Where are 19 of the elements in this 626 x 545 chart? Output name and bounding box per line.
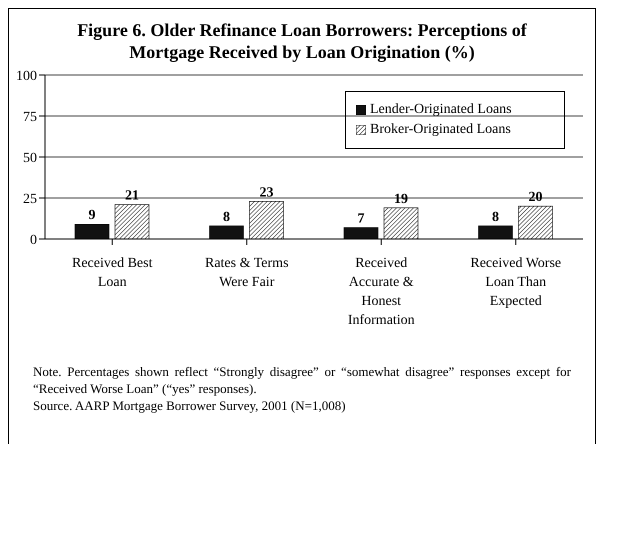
x-tick-label: Rates & Terms Were Fair [204, 256, 289, 290]
data-label: 9 [88, 208, 96, 224]
y-tick-label: 75 [23, 110, 37, 125]
data-label: 23 [260, 185, 274, 200]
legend-label: Lender-Originated Loans [370, 102, 512, 118]
y-tick-label: 25 [23, 192, 37, 207]
x-tick-label: Received Best Loan [72, 256, 153, 290]
chart-title: Figure 6. Older Refinance Loan Borrowers: Perceptions of Mortgage Received by Loan Origination (%) [76, 19, 528, 63]
x-tick-label: Received Worse Loan Than Expected [470, 256, 562, 309]
source-note: Source. AARP Mortgage Borrower Survey, 2001 (N=1,008) [33, 397, 347, 414]
text: Note. Percentages shown reflect “Strongly disagree” or “somewhat disagree” responses except for “Received Worse Loan” (“yes” responses). [33, 363, 571, 397]
y-tick-label: 100 [16, 68, 37, 84]
legend-label: Broker-Originated Loans [370, 122, 511, 138]
data-label: 8 [492, 210, 499, 225]
y-tick-label: 50 [23, 150, 37, 166]
data-label: 7 [358, 212, 364, 227]
data-label: 8 [223, 210, 230, 225]
y-tick-label: 0 [30, 232, 37, 248]
x-tick-label: Received Accurate & Honest Information [348, 256, 415, 328]
